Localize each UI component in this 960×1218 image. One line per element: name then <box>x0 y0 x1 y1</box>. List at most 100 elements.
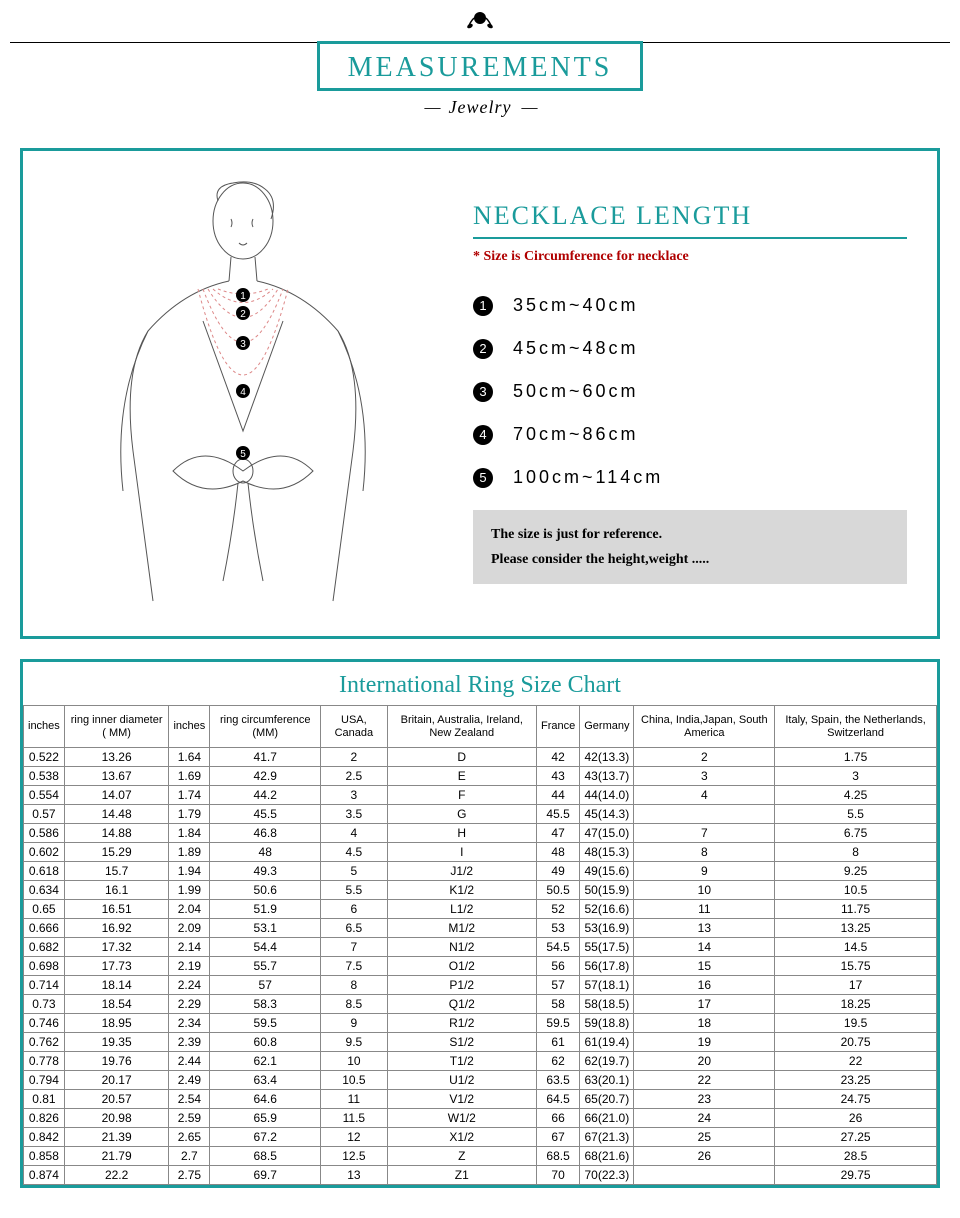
table-cell: 50.5 <box>536 881 579 900</box>
table-cell: 46.8 <box>210 824 321 843</box>
table-cell: 3 <box>321 786 387 805</box>
length-value: 35cm~40cm <box>513 295 639 316</box>
number-badge: 5 <box>473 468 493 488</box>
table-cell: 14.88 <box>64 824 169 843</box>
table-cell: 0.522 <box>24 748 65 767</box>
table-row: 0.68217.322.1454.47N1/254.555(17.5)1414.… <box>24 938 937 957</box>
table-cell: 53 <box>536 919 579 938</box>
table-cell: I <box>387 843 536 862</box>
table-cell: 45(14.3) <box>580 805 634 824</box>
table-cell: 10.5 <box>321 1071 387 1090</box>
table-cell: 28.5 <box>775 1147 937 1166</box>
table-cell: 0.602 <box>24 843 65 862</box>
table-cell: 11.75 <box>775 900 937 919</box>
table-cell: 61(19.4) <box>580 1033 634 1052</box>
table-cell: 1.89 <box>169 843 210 862</box>
table-cell: 2.14 <box>169 938 210 957</box>
table-cell: Z1 <box>387 1166 536 1185</box>
table-cell: 8 <box>321 976 387 995</box>
table-header-cell: USA, Canada <box>321 706 387 748</box>
table-cell: 59.5 <box>536 1014 579 1033</box>
table-cell: 10 <box>321 1052 387 1071</box>
table-cell: 68.5 <box>210 1147 321 1166</box>
table-cell: 4 <box>321 824 387 843</box>
table-cell: 4.25 <box>775 786 937 805</box>
table-cell: 29.75 <box>775 1166 937 1185</box>
table-cell: 1.74 <box>169 786 210 805</box>
table-cell: 50(15.9) <box>580 881 634 900</box>
table-cell: 65.9 <box>210 1109 321 1128</box>
table-cell: 3 <box>634 767 775 786</box>
table-cell: 12.5 <box>321 1147 387 1166</box>
table-cell: 64.5 <box>536 1090 579 1109</box>
figure-column: 1 2 3 4 5 <box>53 171 433 616</box>
table-cell: 52 <box>536 900 579 919</box>
table-cell: 0.634 <box>24 881 65 900</box>
table-cell: 20.57 <box>64 1090 169 1109</box>
table-cell: L1/2 <box>387 900 536 919</box>
table-cell: 63.4 <box>210 1071 321 1090</box>
table-cell: 70 <box>536 1166 579 1185</box>
table-cell: 54.5 <box>536 938 579 957</box>
table-cell: 63.5 <box>536 1071 579 1090</box>
table-cell: 6.75 <box>775 824 937 843</box>
table-cell: 62(19.7) <box>580 1052 634 1071</box>
table-cell <box>634 805 775 824</box>
table-cell: 47(15.0) <box>580 824 634 843</box>
info-column: NECKLACE LENGTH * Size is Circumference … <box>473 171 907 584</box>
table-cell: 62 <box>536 1052 579 1071</box>
ring-chart-title: International Ring Size Chart <box>23 662 937 705</box>
table-cell: 15 <box>634 957 775 976</box>
table-row: 0.5714.481.7945.53.5G45.545(14.3)5.5 <box>24 805 937 824</box>
length-item: 245cm~48cm <box>473 338 907 359</box>
table-cell: 13 <box>634 919 775 938</box>
table-cell: 17 <box>634 995 775 1014</box>
table-cell: 18.95 <box>64 1014 169 1033</box>
table-cell: 8.5 <box>321 995 387 1014</box>
table-row: 0.7318.542.2958.38.5Q1/25858(18.5)1718.2… <box>24 995 937 1014</box>
table-cell: 15.75 <box>775 957 937 976</box>
table-row: 0.84221.392.6567.212X1/26767(21.3)2527.2… <box>24 1128 937 1147</box>
table-row: 0.76219.352.3960.89.5S1/26161(19.4)1920.… <box>24 1033 937 1052</box>
ref-note-line1: The size is just for reference. <box>491 522 889 547</box>
table-cell: 14.48 <box>64 805 169 824</box>
svg-text:2: 2 <box>240 309 246 320</box>
table-cell: 58(18.5) <box>580 995 634 1014</box>
table-cell: 44 <box>536 786 579 805</box>
table-cell: 10 <box>634 881 775 900</box>
table-cell: U1/2 <box>387 1071 536 1090</box>
table-cell: 64.6 <box>210 1090 321 1109</box>
table-cell: 58 <box>536 995 579 1014</box>
table-cell: 14.5 <box>775 938 937 957</box>
table-cell: 0.842 <box>24 1128 65 1147</box>
table-cell: 23.25 <box>775 1071 937 1090</box>
table-cell: 60.8 <box>210 1033 321 1052</box>
table-cell: 43 <box>536 767 579 786</box>
table-cell: 22.2 <box>64 1166 169 1185</box>
table-row: 0.87422.22.7569.713Z17070(22.3)29.75 <box>24 1166 937 1185</box>
table-cell: 0.874 <box>24 1166 65 1185</box>
necklace-title: NECKLACE LENGTH <box>473 201 907 239</box>
table-cell: 17 <box>775 976 937 995</box>
table-cell: 2.04 <box>169 900 210 919</box>
table-cell: 19.76 <box>64 1052 169 1071</box>
table-cell: 48 <box>536 843 579 862</box>
table-cell: 7 <box>634 824 775 843</box>
table-cell: 42 <box>536 748 579 767</box>
table-cell: 12 <box>321 1128 387 1147</box>
table-cell: 67.2 <box>210 1128 321 1147</box>
table-header-cell: Germany <box>580 706 634 748</box>
table-cell: 9 <box>634 862 775 881</box>
necklace-panel: 1 2 3 4 5 NECKLACE LENGTH * Size is Circ… <box>20 148 940 639</box>
table-row: 0.61815.71.9449.35J1/24949(15.6)99.25 <box>24 862 937 881</box>
table-cell: 15.29 <box>64 843 169 862</box>
table-cell: 5 <box>321 862 387 881</box>
table-cell: J1/2 <box>387 862 536 881</box>
table-cell: 1.94 <box>169 862 210 881</box>
table-header-row: inchesring inner diameter ( MM)inchesrin… <box>24 706 937 748</box>
table-cell: 48(15.3) <box>580 843 634 862</box>
table-cell: 20 <box>634 1052 775 1071</box>
table-row: 0.74618.952.3459.59R1/259.559(18.8)1819.… <box>24 1014 937 1033</box>
table-row: 0.69817.732.1955.77.5O1/25656(17.8)1515.… <box>24 957 937 976</box>
table-cell: 9.25 <box>775 862 937 881</box>
